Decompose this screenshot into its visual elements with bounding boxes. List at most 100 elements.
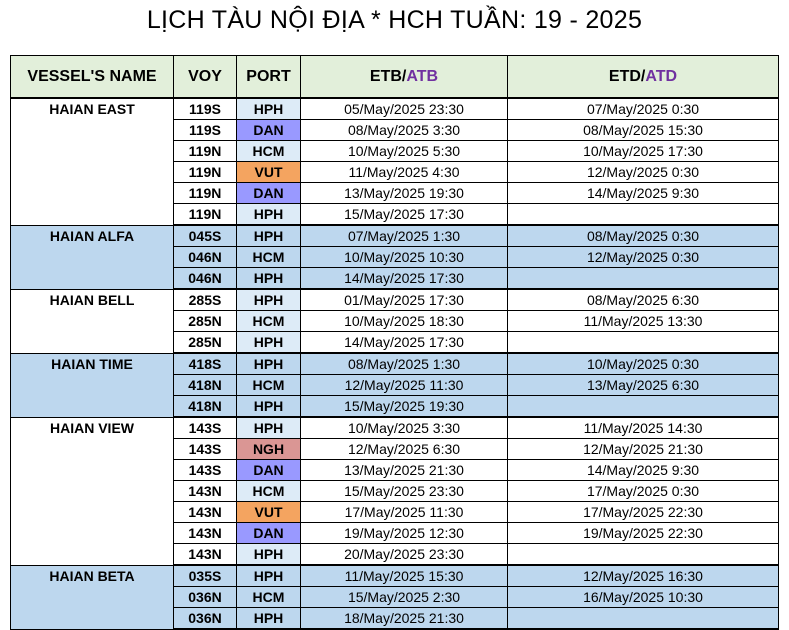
etb-cell: 11/May/2025 15:30	[300, 564, 508, 587]
etd-cell	[507, 607, 779, 630]
header-vessel-name: VESSEL'S NAME	[10, 55, 174, 99]
table-row: 119N VUT 11/May/2025 4:30 12/May/2025 0:30	[11, 161, 779, 183]
port-cell: DAN	[236, 119, 301, 141]
etb-cell: 13/May/2025 19:30	[300, 182, 508, 204]
etb-cell: 10/May/2025 10:30	[300, 246, 508, 268]
table-row: 119N DAN 13/May/2025 19:30 14/May/2025 9:30	[11, 182, 779, 204]
voy-cell: 285N	[173, 331, 237, 354]
etb-cell: 10/May/2025 18:30	[300, 310, 508, 332]
page-title: LỊCH TÀU NỘI ĐỊA * HCH TUẦN: 19 - 2025	[146, 6, 643, 34]
voy-cell: 046N	[173, 246, 237, 268]
voy-cell: 035S	[173, 564, 237, 587]
voy-cell: 143S	[173, 438, 237, 460]
voy-cell: 143N	[173, 480, 237, 502]
port-cell: HPH	[236, 416, 301, 439]
port-cell: DAN	[236, 522, 301, 544]
vessel-name-cell: HAIAN ALFA	[10, 224, 174, 290]
table-row: 143N VUT 17/May/2025 11:30 17/May/2025 22:3…	[11, 501, 779, 523]
table-row: 285N HPH 14/May/2025 17:30	[11, 331, 779, 354]
voy-cell: 119S	[173, 119, 237, 141]
voy-cell: 036N	[173, 607, 237, 630]
etb-cell: 17/May/2025 11:30	[300, 501, 508, 523]
port-cell: HPH	[236, 224, 301, 247]
etb-cell: 10/May/2025 3:30	[300, 416, 508, 439]
port-cell: HPH	[236, 331, 301, 354]
port-cell: HPH	[236, 97, 301, 120]
voy-cell: 046N	[173, 267, 237, 290]
etb-cell: 05/May/2025 23:30	[300, 97, 508, 120]
table-row: 046N HPH 14/May/2025 17:30	[11, 267, 779, 290]
header-etd: ETD/	[608, 67, 646, 85]
vessel-name-cell: HAIAN TIME	[10, 352, 174, 418]
table-row: 143N DAN 19/May/2025 12:30 19/May/2025 22:3…	[11, 522, 779, 544]
etd-cell: 12/May/2025 21:30	[507, 438, 779, 460]
schedule-table: VESSEL'S NAME VOY PORT ETB/ATB ETD/ATD H…	[10, 55, 779, 630]
table-body: HAIAN EAST 119S HPH 05/May/2025 23:30 07/May…	[10, 97, 779, 630]
etb-cell: 14/May/2025 17:30	[300, 331, 508, 354]
table-header: VESSEL'S NAME VOY PORT ETB/ATB ETD/ATD	[10, 55, 779, 99]
etd-cell	[507, 331, 779, 354]
voy-cell: 143S	[173, 416, 237, 439]
etb-cell: 01/May/2025 17:30	[300, 288, 508, 311]
port-cell: HCM	[236, 586, 301, 608]
etb-cell: 08/May/2025 1:30	[300, 352, 508, 375]
table-row: 119N HCM 10/May/2025 5:30 10/May/2025 17:30	[11, 140, 779, 162]
voy-cell: 045S	[173, 224, 237, 247]
etd-cell: 13/May/2025 6:30	[507, 374, 779, 396]
table-row: HAIAN EAST 119S HPH 05/May/2025 23:30 07/May…	[10, 97, 779, 226]
etd-cell: 16/May/2025 10:30	[507, 586, 779, 608]
etb-cell: 20/May/2025 23:30	[300, 543, 508, 566]
header-atb: ATB	[406, 67, 439, 85]
voy-cell: 418S	[173, 352, 237, 375]
vessel-name-cell: HAIAN BELL	[10, 288, 174, 354]
port-cell: DAN	[236, 182, 301, 204]
port-cell: HPH	[236, 288, 301, 311]
etb-cell: 15/May/2025 17:30	[300, 203, 508, 226]
header-etb-atb: ETB/ATB	[300, 55, 508, 99]
table-row: HAIAN TIME 418S HPH 08/May/2025 1:30 10/May/…	[10, 352, 779, 418]
table-row: 143N HPH 20/May/2025 23:30	[11, 543, 779, 566]
port-cell: HPH	[236, 203, 301, 226]
voy-cell: 143N	[173, 543, 237, 566]
etb-cell: 19/May/2025 12:30	[300, 522, 508, 544]
port-cell: DAN	[236, 459, 301, 481]
header-atd: ATD	[645, 67, 678, 85]
table-row: HAIAN BETA 035S HPH 11/May/2025 15:30 12/May…	[10, 564, 779, 630]
port-cell: HCM	[236, 480, 301, 502]
header-etd-atd: ETD/ATD	[507, 55, 779, 99]
etd-cell: 11/May/2025 13:30	[507, 310, 779, 332]
etd-cell: 14/May/2025 9:30	[507, 182, 779, 204]
etd-cell: 12/May/2025 0:30	[507, 161, 779, 183]
etd-cell	[507, 395, 779, 418]
etb-cell: 15/May/2025 23:30	[300, 480, 508, 502]
table-row: 143S DAN 13/May/2025 21:30 14/May/2025 9:30	[11, 459, 779, 481]
voy-cell: 143N	[173, 522, 237, 544]
table-row: HAIAN BELL 285S HPH 01/May/2025 17:30 08/May…	[10, 288, 779, 354]
etd-cell	[507, 267, 779, 290]
voy-cell: 119N	[173, 182, 237, 204]
etd-cell: 10/May/2025 0:30	[507, 352, 779, 375]
table-row: HAIAN VIEW 143S HPH 10/May/2025 3:30 11/May/…	[10, 416, 779, 566]
etd-cell: 11/May/2025 14:30	[507, 416, 779, 439]
etb-cell: 12/May/2025 11:30	[300, 374, 508, 396]
voy-cell: 285N	[173, 310, 237, 332]
header-voy: VOY	[173, 55, 237, 99]
port-cell: NGH	[236, 438, 301, 460]
port-cell: VUT	[236, 501, 301, 523]
etd-cell: 07/May/2025 0:30	[507, 97, 779, 120]
table-row: 418N HPH 15/May/2025 19:30	[11, 395, 779, 418]
table-row: 119N HPH 15/May/2025 17:30	[11, 203, 779, 226]
etb-cell: 07/May/2025 1:30	[300, 224, 508, 247]
table-row: 143S NGH 12/May/2025 6:30 12/May/2025 21:30	[11, 438, 779, 460]
voy-cell: 119N	[173, 140, 237, 162]
port-cell: HPH	[236, 395, 301, 418]
etb-cell: 14/May/2025 17:30	[300, 267, 508, 290]
voy-cell: 119S	[173, 97, 237, 120]
etd-cell: 17/May/2025 0:30	[507, 480, 779, 502]
etd-cell: 08/May/2025 0:30	[507, 224, 779, 247]
etb-cell: 13/May/2025 21:30	[300, 459, 508, 481]
voy-cell: 036N	[173, 586, 237, 608]
etb-cell: 12/May/2025 6:30	[300, 438, 508, 460]
header-port: PORT	[236, 55, 301, 99]
port-cell: HCM	[236, 140, 301, 162]
